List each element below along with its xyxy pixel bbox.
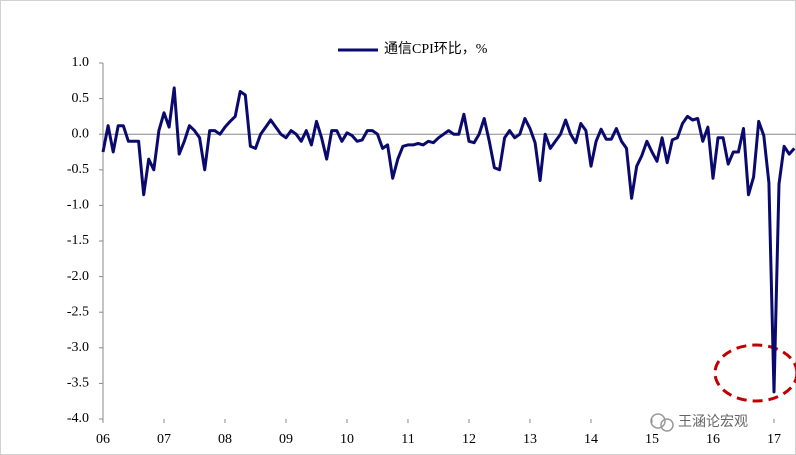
y-tick-label: 1.0 [72,55,90,70]
y-tick-label: -3.0 [67,340,89,355]
x-tick-label: 11 [401,432,414,447]
y-tick-label: -3.5 [67,376,89,391]
highlight-ellipse [713,343,796,403]
x-tick-label: 17 [767,432,781,447]
legend-label: 通信CPI环比，% [384,41,488,57]
y-tick-label: 0.0 [72,126,90,141]
x-tick-label: 15 [645,432,659,447]
y-tick-label: -1.5 [67,233,89,248]
y-tick-label: -0.5 [67,162,89,177]
x-tick-label: 06 [96,432,110,447]
y-tick-label: -2.5 [67,304,89,319]
x-tick-label: 09 [279,432,293,447]
y-tick-label: -1.0 [67,198,89,213]
y-tick-label: 0.5 [72,91,90,106]
x-tick-label: 12 [462,432,476,447]
x-tick-label: 08 [218,432,232,447]
y-tick-label: -4.0 [67,411,89,426]
x-tick-label: 16 [706,432,720,447]
series-line [101,86,796,394]
x-tick-label: 07 [157,432,171,447]
x-tick-label: 14 [584,432,598,447]
x-tick-label: 13 [523,432,537,447]
y-tick-label: -2.0 [67,269,89,284]
x-tick-label: 10 [340,432,354,447]
watermark-icon [650,413,674,432]
